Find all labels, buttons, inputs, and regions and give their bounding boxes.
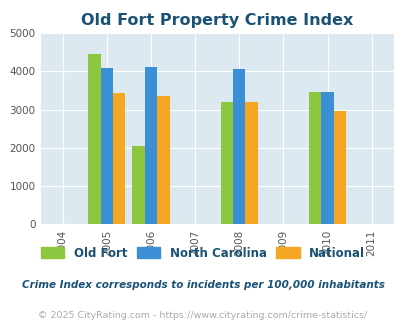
Bar (308, 92, 321, 224)
Bar (88, 54, 100, 224)
Bar (113, 93, 125, 224)
Bar (220, 102, 232, 224)
Text: Crime Index corresponds to incidents per 100,000 inhabitants: Crime Index corresponds to incidents per… (21, 280, 384, 290)
Bar (100, 68, 113, 224)
Bar (245, 102, 257, 224)
Title: Old Fort Property Crime Index: Old Fort Property Crime Index (81, 13, 352, 28)
Bar (132, 146, 145, 224)
Legend: Old Fort, North Carolina, National: Old Fort, North Carolina, National (36, 242, 369, 264)
Bar (145, 67, 157, 224)
Bar (232, 69, 245, 224)
Bar (333, 111, 345, 224)
Bar (321, 92, 333, 224)
Text: © 2025 CityRating.com - https://www.cityrating.com/crime-statistics/: © 2025 CityRating.com - https://www.city… (38, 311, 367, 320)
Bar (157, 96, 169, 224)
